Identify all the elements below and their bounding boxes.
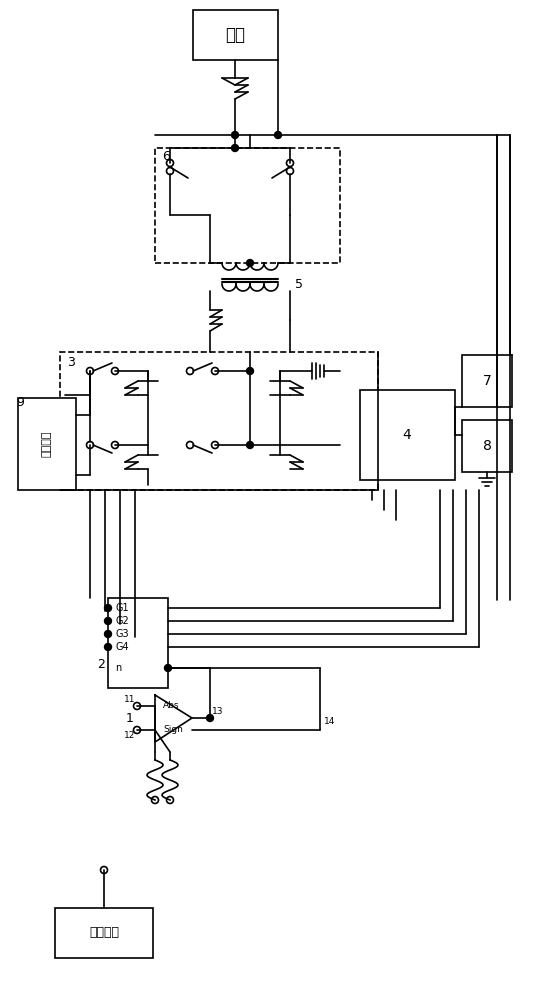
- Circle shape: [246, 367, 254, 374]
- Text: 2: 2: [97, 658, 105, 672]
- Bar: [462, 355, 512, 407]
- Text: 11: 11: [124, 696, 136, 704]
- Circle shape: [165, 664, 172, 672]
- Circle shape: [246, 442, 254, 448]
- Circle shape: [206, 714, 214, 722]
- Bar: [18, 398, 76, 490]
- Text: 负载: 负载: [225, 26, 246, 44]
- Text: 控制装置: 控制装置: [89, 926, 119, 940]
- Text: 6: 6: [162, 150, 170, 163]
- Text: 3: 3: [67, 356, 75, 368]
- Bar: [108, 598, 168, 688]
- Circle shape: [231, 131, 238, 138]
- Bar: [60, 352, 378, 490]
- Bar: [360, 390, 455, 480]
- Text: 4: 4: [402, 428, 411, 442]
- Text: 1: 1: [126, 712, 134, 724]
- Text: G4: G4: [115, 642, 128, 652]
- Bar: [193, 10, 278, 60]
- Text: 9: 9: [16, 395, 24, 408]
- Circle shape: [104, 604, 111, 611]
- Bar: [155, 148, 340, 263]
- Text: G3: G3: [115, 629, 128, 639]
- Circle shape: [104, 617, 111, 624]
- Bar: [462, 420, 512, 472]
- Bar: [55, 908, 153, 958]
- Circle shape: [104, 644, 111, 650]
- Text: 8: 8: [482, 439, 491, 453]
- Circle shape: [231, 144, 238, 151]
- Text: 7: 7: [482, 374, 491, 388]
- Text: G1: G1: [115, 603, 128, 613]
- Text: Abs: Abs: [163, 702, 180, 710]
- Circle shape: [104, 631, 111, 638]
- Text: n: n: [115, 663, 121, 673]
- Text: 14: 14: [324, 718, 336, 726]
- Text: 功率电源: 功率电源: [42, 431, 52, 457]
- Text: 5: 5: [295, 278, 303, 292]
- Text: 13: 13: [212, 706, 224, 716]
- Text: Sign: Sign: [163, 726, 183, 734]
- Text: 12: 12: [124, 732, 136, 740]
- Circle shape: [246, 259, 254, 266]
- Text: G2: G2: [115, 616, 129, 626]
- Circle shape: [274, 131, 281, 138]
